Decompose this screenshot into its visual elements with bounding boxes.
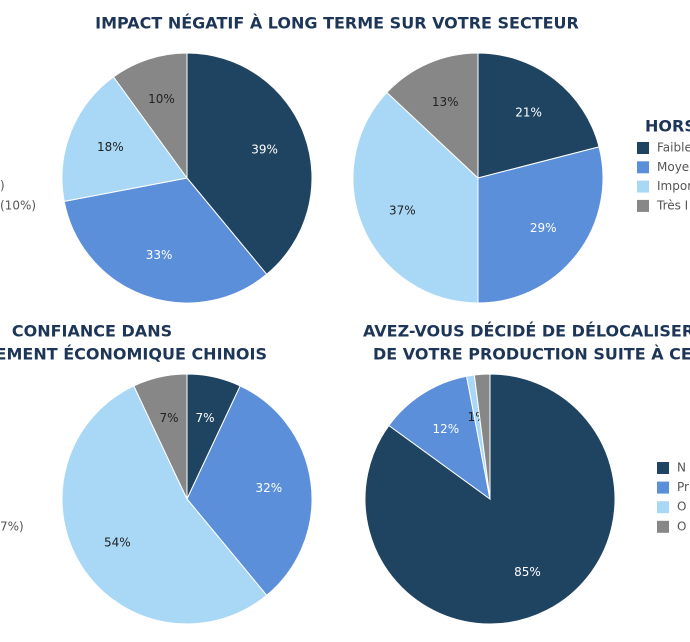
slice-label: 7%	[195, 411, 214, 425]
legend-label: N	[677, 461, 686, 475]
pie-slice	[477, 52, 600, 179]
pie-slice	[112, 52, 188, 180]
slice-label: 33%	[146, 248, 173, 262]
chart-title: AVEZ-VOUS DÉCIDÉ DE DÉLOCALISER U	[363, 322, 690, 341]
legend-swatch	[637, 161, 649, 174]
legend-title: HORS	[645, 117, 690, 136]
legend-label: Moye	[657, 160, 689, 174]
slice-label: 10%	[148, 92, 175, 106]
slice-label: 12%	[432, 422, 459, 436]
pie-slice	[386, 52, 479, 180]
legend-label: O	[677, 500, 686, 514]
slice-label: 54%	[104, 536, 131, 550]
legend-label: O	[677, 519, 686, 533]
legend-swatch	[657, 462, 669, 474]
chart-title: IMPACT NÉGATIF À LONG TERME SUR VOTRE SE…	[95, 14, 579, 33]
legend-label: Impor	[657, 179, 690, 193]
slice-label: 18%	[97, 140, 124, 154]
slice-label: 85%	[514, 565, 541, 579]
slice-label: 37%	[389, 203, 416, 217]
pie-slice	[473, 373, 491, 500]
pie-slice	[61, 385, 268, 625]
legend-swatch	[637, 199, 649, 212]
pie-slice	[352, 91, 479, 304]
legend-swatch	[657, 520, 669, 533]
pie-slice	[186, 385, 313, 597]
legend-swatch	[657, 501, 669, 514]
legend-fragment: 7%)	[0, 520, 24, 534]
pie-slice	[477, 146, 604, 304]
pie-slice	[133, 373, 188, 500]
slice-label: 21%	[515, 105, 542, 119]
legend-fragment: )	[0, 179, 5, 193]
slice-label: 32%	[256, 481, 283, 495]
legend-swatch	[657, 481, 669, 494]
chart-title: INEMENT ÉCONOMIQUE CHINOIS	[0, 345, 267, 364]
pie-slice	[61, 76, 188, 203]
slice-label: 39%	[251, 143, 278, 157]
chart-title: CONFIANCE DANS	[12, 322, 172, 341]
slice-label: 29%	[530, 221, 557, 235]
legend-label: Pr	[677, 480, 689, 494]
legend-label: Très I	[656, 198, 688, 212]
legend-label: Faible	[657, 141, 690, 155]
pie-slice	[63, 177, 268, 304]
pie-slice	[388, 375, 491, 501]
pie-slice	[186, 52, 313, 276]
legend-swatch	[637, 180, 649, 193]
slice-label: 7%	[159, 411, 178, 425]
slice-label: 13%	[432, 95, 459, 109]
legend-swatch	[637, 142, 649, 154]
legend-fragment: (10%)	[0, 199, 36, 213]
chart-title: DE VOTRE PRODUCTION SUITE À CETT	[373, 345, 690, 364]
